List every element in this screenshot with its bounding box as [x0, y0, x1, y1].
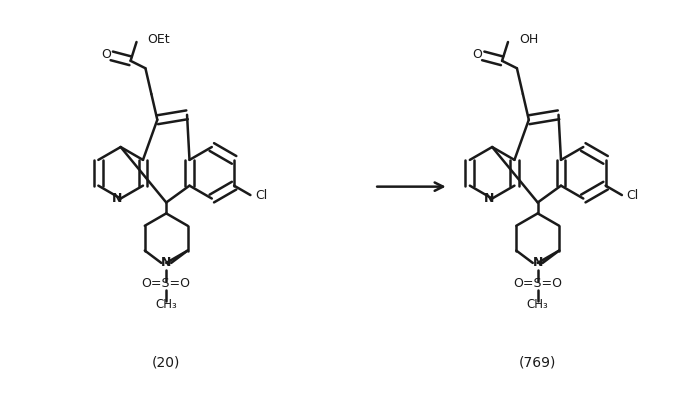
Text: (769): (769): [519, 355, 556, 370]
Text: (20): (20): [152, 355, 180, 370]
Text: N: N: [112, 192, 122, 205]
Text: OEt: OEt: [147, 33, 170, 46]
Text: Cl: Cl: [627, 189, 639, 202]
Text: O: O: [101, 48, 110, 61]
Text: OH: OH: [519, 33, 538, 46]
Text: N: N: [161, 256, 171, 270]
Text: Cl: Cl: [255, 189, 268, 202]
Text: O=S=O: O=S=O: [513, 277, 562, 290]
Text: O=S=O: O=S=O: [142, 277, 191, 290]
Text: N: N: [533, 256, 543, 270]
Text: CH₃: CH₃: [155, 298, 177, 311]
Text: CH₃: CH₃: [527, 298, 549, 311]
Text: O: O: [473, 48, 482, 61]
Text: N: N: [484, 192, 494, 205]
